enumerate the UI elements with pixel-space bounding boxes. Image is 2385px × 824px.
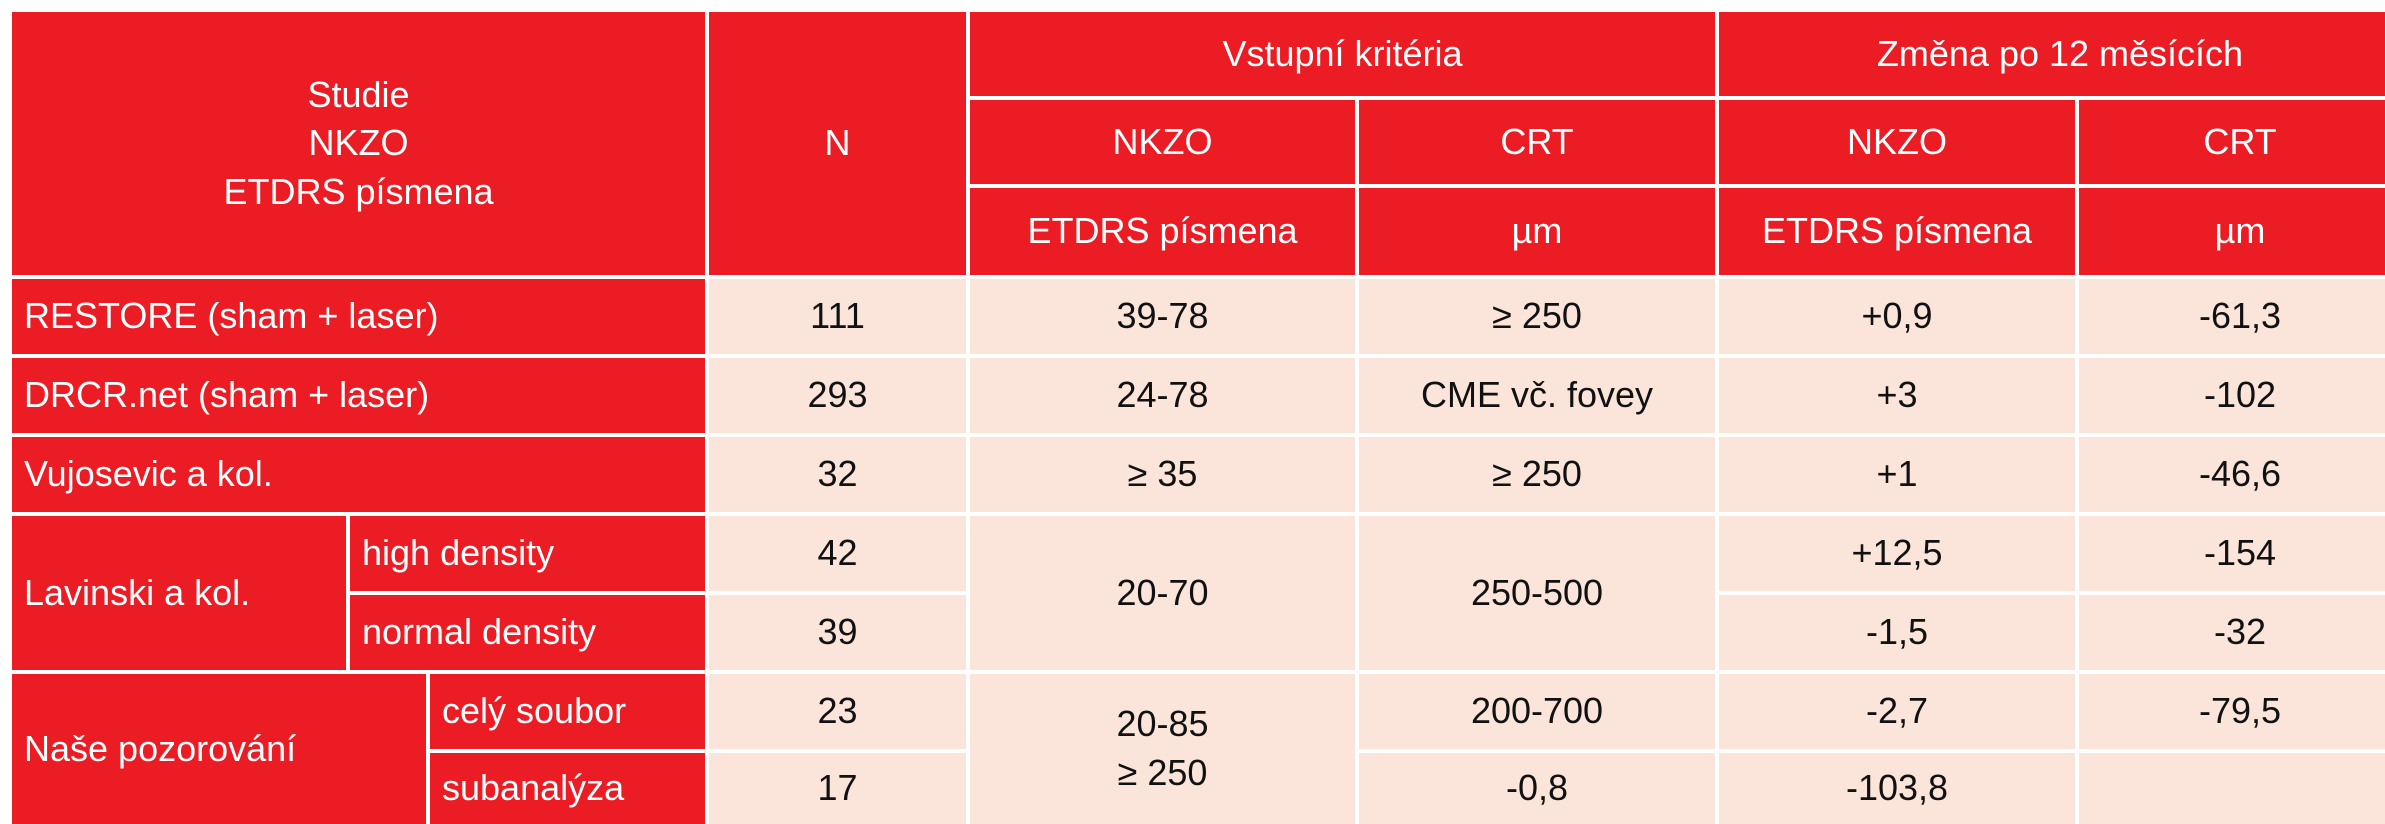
subgroup-label: celý soubor <box>430 674 705 749</box>
cell-n: 23 <box>709 674 966 749</box>
header-entry-um-unit: µm <box>1359 188 1715 275</box>
cell-entry-nkzo: 24-78 <box>970 358 1355 433</box>
cell-change-nkzo: -1,5 <box>1719 595 2075 670</box>
cell-change-crt: -32 <box>2079 595 2385 670</box>
cell-change-crt: -79,5 <box>2079 674 2385 749</box>
header-entry-nkzo: NKZO <box>970 100 1355 184</box>
cell-n: 111 <box>709 279 966 354</box>
row-study-label: Vujosevic a kol. <box>12 437 705 512</box>
cell-entry-nkzo: 20-70 <box>970 516 1355 670</box>
cell-n: 293 <box>709 358 966 433</box>
cell-entry-crt: 200-700 <box>1359 674 1715 749</box>
cell-n: 42 <box>709 516 966 591</box>
subgroup-label: high density <box>350 516 705 591</box>
header-change-etdrs-unit: ETDRS písmena <box>1719 188 2075 275</box>
cell-change-nkzo: -2,7 <box>1719 674 2075 749</box>
cell-change-crt: -154 <box>2079 516 2385 591</box>
cell-entry-crt: ≥ 250 <box>1359 279 1715 354</box>
cell-entry-crt: 250-500 <box>1359 516 1715 670</box>
cell-change-crt <box>2079 753 2385 824</box>
header-study-line-3: ETDRS písmena <box>223 170 494 212</box>
subgroup-label: subanalýza <box>430 753 705 824</box>
header-change-nkzo: NKZO <box>1719 100 2075 184</box>
cell-change-crt: -61,3 <box>2079 279 2385 354</box>
subgroup-label: normal density <box>350 595 705 670</box>
header-study-line-1: Studie <box>307 73 410 115</box>
row-study-label-lavinski: Lavinski a kol. <box>12 516 346 670</box>
cell-change-crt: -46,6 <box>2079 437 2385 512</box>
header-change-12-months: Změna po 12 měsících <box>1719 12 2385 96</box>
cell-entry-crt: ≥ 250 <box>1359 437 1715 512</box>
header-study: Studie NKZO ETDRS písmena <box>12 12 705 275</box>
cell-entry-nkzo: 20-85 ≥ 250 <box>970 674 1355 824</box>
cell-change-nkzo: +0,9 <box>1719 279 2075 354</box>
cell-change-nkzo: +12,5 <box>1719 516 2075 591</box>
cell-entry-crt: -0,8 <box>1359 753 1715 824</box>
cell-entry-nkzo-line: 20-85 <box>1116 703 1209 745</box>
header-study-line-2: NKZO <box>308 122 409 164</box>
row-study-label-nase: Naše pozorování <box>12 674 426 824</box>
cell-entry-nkzo-line: ≥ 250 <box>1117 752 1208 793</box>
results-table: Studie NKZO ETDRS písmena N Vstupní krit… <box>12 12 2385 824</box>
row-study-label: RESTORE (sham + laser) <box>12 279 705 354</box>
cell-n: 32 <box>709 437 966 512</box>
cell-entry-crt: CME vč. fovey <box>1359 358 1715 433</box>
cell-change-nkzo: +1 <box>1719 437 2075 512</box>
header-change-um-unit: µm <box>2079 188 2385 275</box>
cell-change-nkzo: +3 <box>1719 358 2075 433</box>
cell-entry-nkzo: 39-78 <box>970 279 1355 354</box>
cell-entry-nkzo: ≥ 35 <box>970 437 1355 512</box>
header-n: N <box>709 12 966 275</box>
header-change-crt: CRT <box>2079 100 2385 184</box>
cell-change-nkzo: -103,8 <box>1719 753 2075 824</box>
cell-n: 39 <box>709 595 966 670</box>
cell-change-crt: -102 <box>2079 358 2385 433</box>
row-study-label: DRCR.net (sham + laser) <box>12 358 705 433</box>
header-entry-crt: CRT <box>1359 100 1715 184</box>
cell-n: 17 <box>709 753 966 824</box>
header-entry-criteria: Vstupní kritéria <box>970 12 1715 96</box>
header-entry-etdrs-unit: ETDRS písmena <box>970 188 1355 275</box>
